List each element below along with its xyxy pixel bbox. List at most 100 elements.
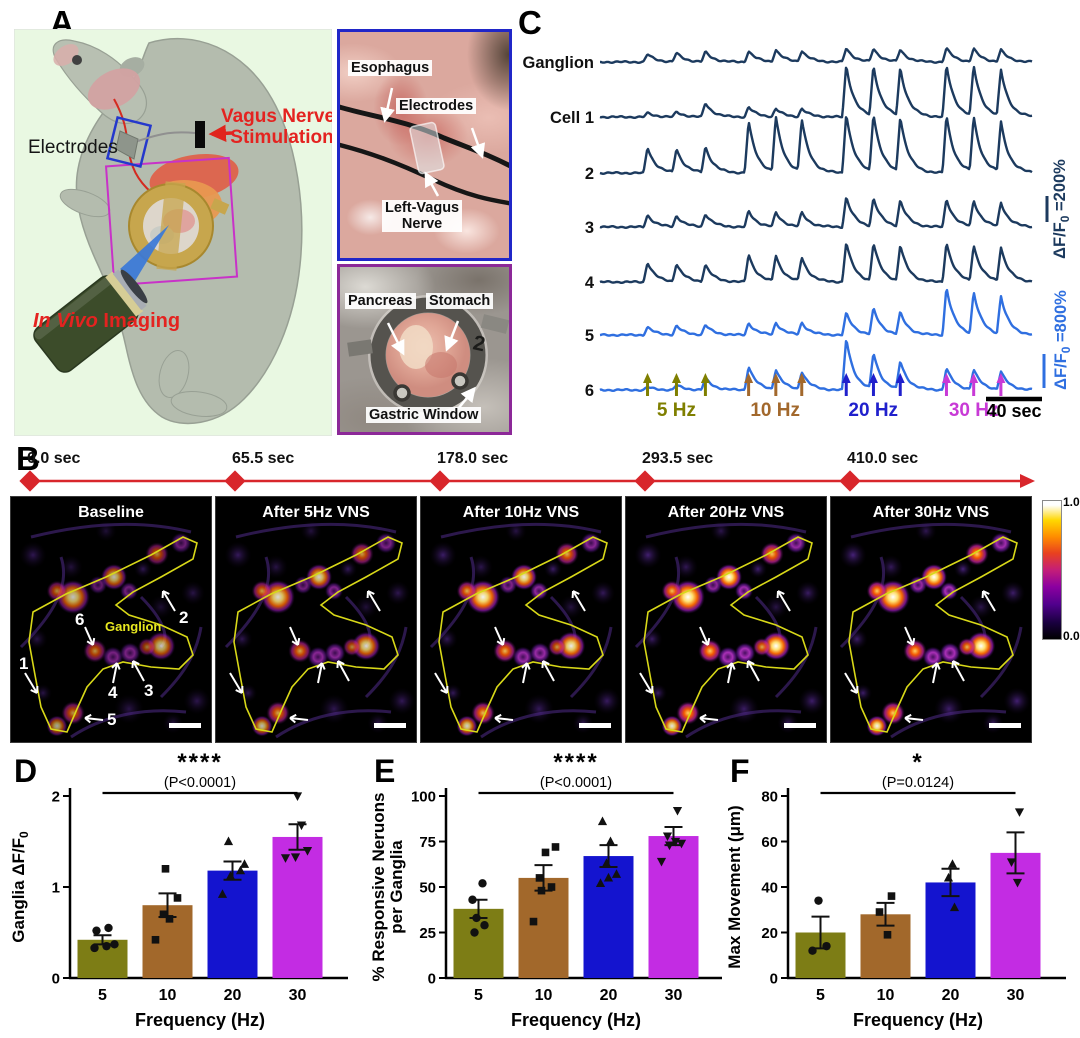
cell-arrow <box>747 660 760 682</box>
cell-number-label: 4 <box>108 683 118 702</box>
cell-arrow <box>727 662 733 684</box>
mouse-foot <box>170 390 228 418</box>
data-point <box>223 836 234 846</box>
cell-arrowhead <box>904 713 912 724</box>
significance-pvalue: (P=0.0124) <box>882 775 954 791</box>
data-point <box>472 913 481 923</box>
neurite <box>569 626 613 699</box>
data-point <box>662 832 673 842</box>
data-point <box>676 839 687 849</box>
colorbar-max-label: 1.0 <box>1063 495 1080 509</box>
y-tick-label: 60 <box>761 834 778 851</box>
cell-arrow <box>982 590 996 612</box>
cell-arrow <box>777 590 791 612</box>
y-axis-label: Ganglia ΔF/F0 <box>9 831 31 943</box>
electrode-wire <box>340 104 509 169</box>
cell-arrowhead <box>906 637 916 646</box>
neurite <box>774 626 818 699</box>
cell-arrow <box>434 672 448 694</box>
colorbar <box>1042 500 1062 640</box>
neuron-blob <box>879 555 903 579</box>
tissue-fold <box>425 352 457 378</box>
mouse-eye <box>72 55 82 65</box>
timeline-timestamp: 178.0 sec <box>437 450 508 467</box>
neuron-blob <box>354 595 378 619</box>
stimulator-bar <box>195 121 205 148</box>
data-point <box>537 886 546 895</box>
cell-arrowhead <box>699 713 707 724</box>
y-tick-label: 25 <box>419 925 436 942</box>
cell-arrowhead <box>494 713 502 724</box>
neuron-blob <box>903 639 927 663</box>
cell-arrow <box>112 662 118 684</box>
stim-group-label: 10 Hz <box>750 400 800 421</box>
ganglion-outline <box>438 536 608 733</box>
data-point <box>551 843 560 851</box>
stim-group-label: 30 Hz <box>949 400 999 421</box>
x-tick-label: 20 <box>942 987 960 1004</box>
neuron-blob <box>1001 581 1025 605</box>
y-axis-label: Max Movement (μm) <box>725 805 744 968</box>
x-tick-label: 10 <box>535 987 553 1004</box>
data-point <box>151 935 160 944</box>
neuron-blob <box>881 701 905 725</box>
stim-arrowhead <box>671 373 681 383</box>
data-point <box>611 869 622 878</box>
cell-arrowhead <box>571 590 580 599</box>
y-tick-label: 75 <box>419 834 436 851</box>
data-point <box>595 878 606 887</box>
neuron-blob <box>524 694 554 724</box>
data-point <box>949 902 960 912</box>
bar <box>207 870 258 978</box>
neuron-blob <box>231 628 253 650</box>
neuron-blob <box>324 581 344 601</box>
colorbar-min-label: 0.0 <box>1063 629 1080 643</box>
significance-stars: **** <box>553 749 598 776</box>
data-point <box>173 894 182 902</box>
cell-arrowhead <box>30 685 39 694</box>
data-point <box>808 946 817 955</box>
y-tick-label: 0 <box>770 971 778 988</box>
neurite <box>979 626 1023 699</box>
neuron-blob <box>734 581 754 601</box>
scale-bar <box>374 723 406 728</box>
ganglion-outline <box>28 536 198 733</box>
data-point <box>1012 878 1023 888</box>
cell-arrowhead <box>111 662 121 670</box>
cell-arrow <box>494 717 514 721</box>
esophagus-label: Esophagus <box>348 60 433 77</box>
data-point <box>814 896 823 905</box>
stim-arrowhead <box>771 373 781 383</box>
scalebar-200-label: ΔF/F0 =200% <box>1051 159 1072 259</box>
neuron-blob <box>59 555 83 579</box>
window-strap <box>156 181 186 271</box>
frame-title: Baseline <box>78 504 144 521</box>
calcium-trace <box>599 197 1033 229</box>
cell-arrow <box>904 626 914 646</box>
frame-title: After 20Hz VNS <box>668 504 785 521</box>
timeline-timestamp: 65.5 sec <box>232 450 294 467</box>
neuron-blob <box>114 694 144 724</box>
electrode-cuff <box>115 130 139 160</box>
neuron-blob <box>703 575 723 595</box>
data-point <box>672 806 683 816</box>
scale-bar <box>579 723 611 728</box>
ring-bolt-hole <box>393 384 411 402</box>
cell-arrow <box>844 672 858 694</box>
electrodes-photo-label: Electrodes <box>396 98 477 115</box>
frame-after-20hz: After 20Hz VNS <box>625 496 827 743</box>
neuron-blob <box>146 631 176 661</box>
neuron-blob <box>698 639 722 663</box>
data-point <box>159 910 168 919</box>
data-point <box>292 792 303 801</box>
ganglion-label: Ganglion <box>105 619 161 634</box>
neuron-blob <box>388 687 416 715</box>
panel-c-letter: C <box>518 4 542 41</box>
cell-arrowhead <box>336 660 345 669</box>
data-point <box>664 841 675 851</box>
data-point <box>478 879 487 888</box>
stim-group-label: 5 Hz <box>657 400 696 421</box>
data-point <box>529 917 538 926</box>
data-point <box>217 889 228 898</box>
stim-arrowhead <box>643 373 653 383</box>
